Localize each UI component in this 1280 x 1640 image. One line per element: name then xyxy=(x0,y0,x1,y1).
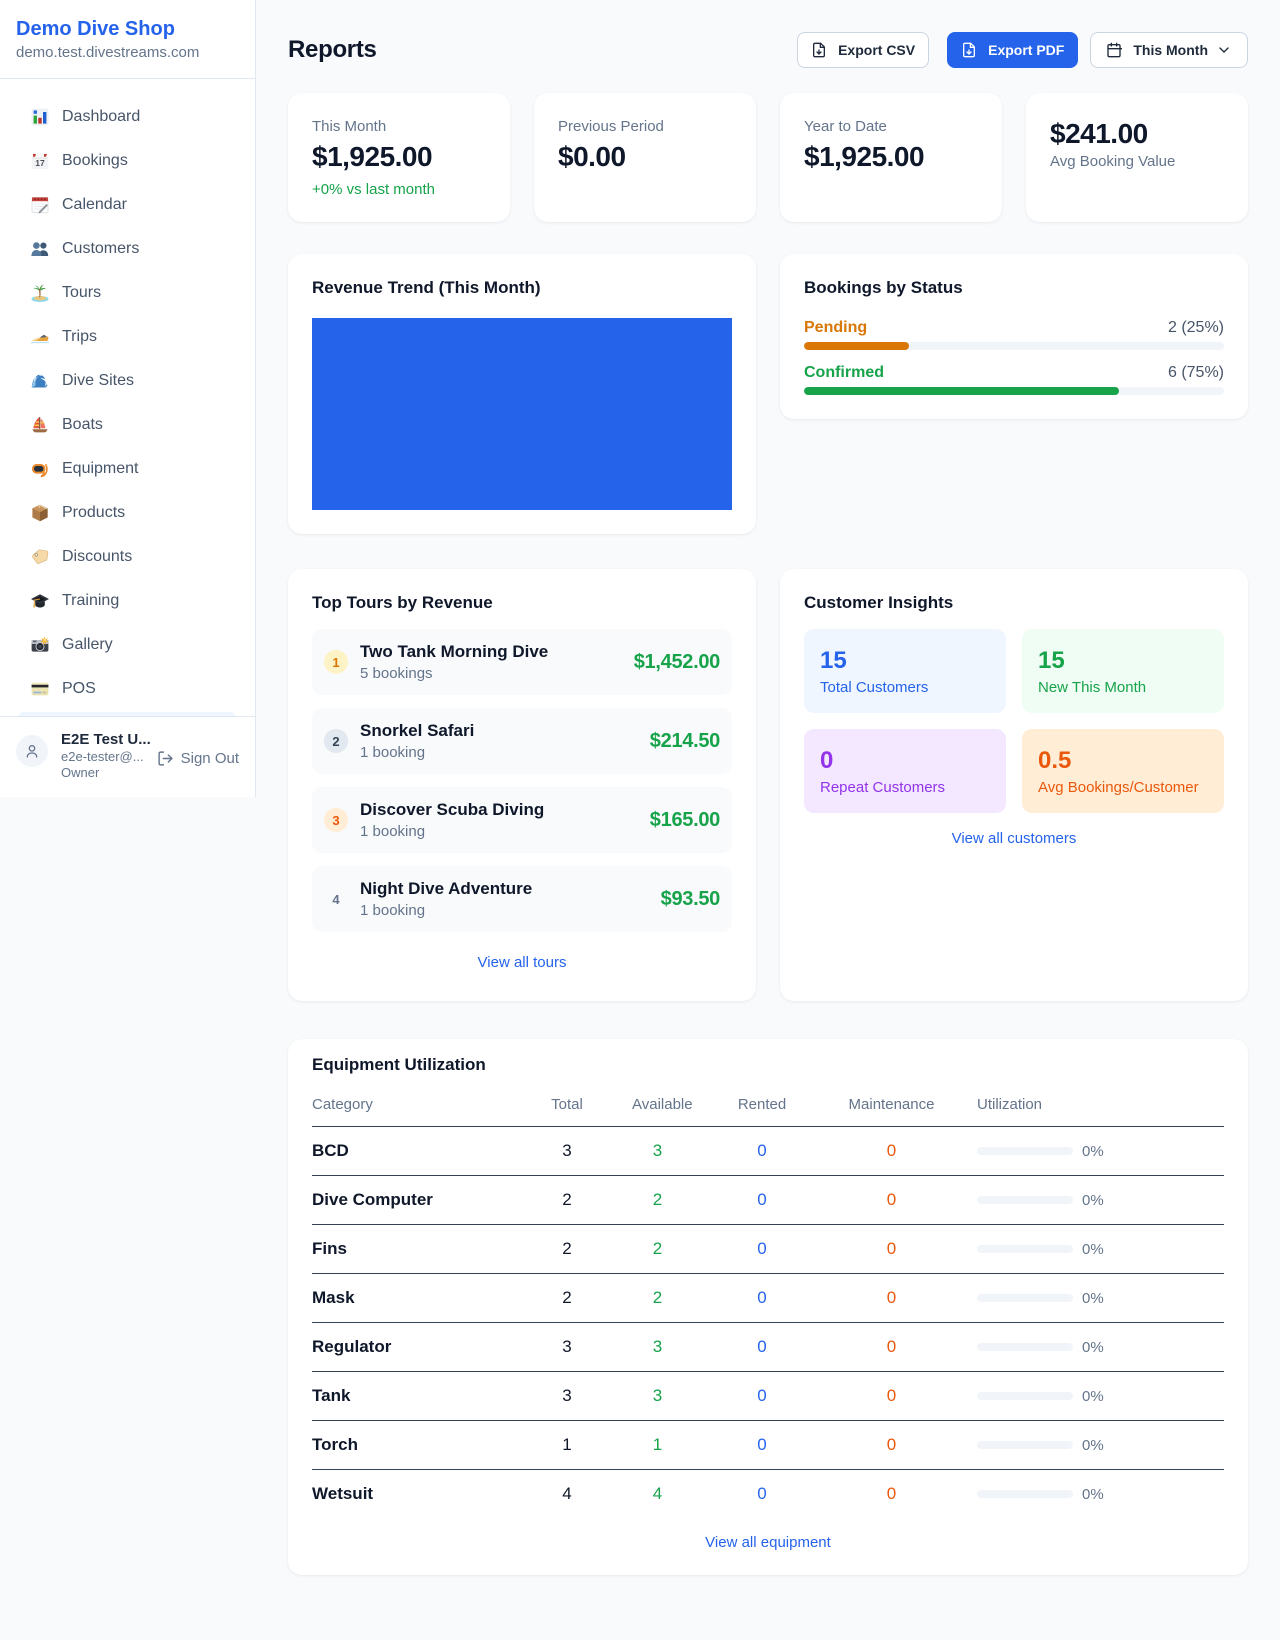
svg-text:17: 17 xyxy=(35,158,45,168)
